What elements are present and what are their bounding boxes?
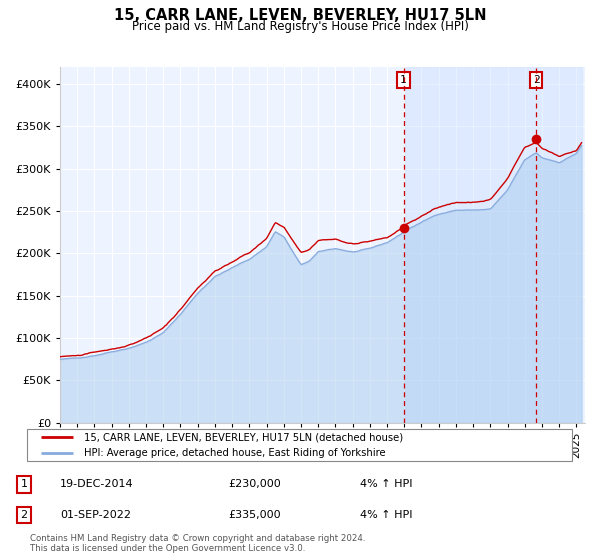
Text: 4% ↑ HPI: 4% ↑ HPI (360, 510, 413, 520)
Text: Price paid vs. HM Land Registry's House Price Index (HPI): Price paid vs. HM Land Registry's House … (131, 20, 469, 32)
Text: £230,000: £230,000 (228, 479, 281, 489)
Text: 4% ↑ HPI: 4% ↑ HPI (360, 479, 413, 489)
Text: 01-SEP-2022: 01-SEP-2022 (60, 510, 131, 520)
Text: Contains HM Land Registry data © Crown copyright and database right 2024.
This d: Contains HM Land Registry data © Crown c… (30, 534, 365, 553)
Text: £335,000: £335,000 (228, 510, 281, 520)
Text: 19-DEC-2014: 19-DEC-2014 (60, 479, 134, 489)
FancyBboxPatch shape (28, 428, 572, 461)
Text: 2: 2 (533, 75, 539, 85)
Text: 1: 1 (400, 75, 407, 85)
Text: 15, CARR LANE, LEVEN, BEVERLEY, HU17 5LN (detached house): 15, CARR LANE, LEVEN, BEVERLEY, HU17 5LN… (84, 432, 403, 442)
Text: 2: 2 (20, 510, 28, 520)
Text: 1: 1 (20, 479, 28, 489)
Text: HPI: Average price, detached house, East Riding of Yorkshire: HPI: Average price, detached house, East… (84, 449, 386, 458)
Text: 15, CARR LANE, LEVEN, BEVERLEY, HU17 5LN: 15, CARR LANE, LEVEN, BEVERLEY, HU17 5LN (114, 8, 486, 24)
